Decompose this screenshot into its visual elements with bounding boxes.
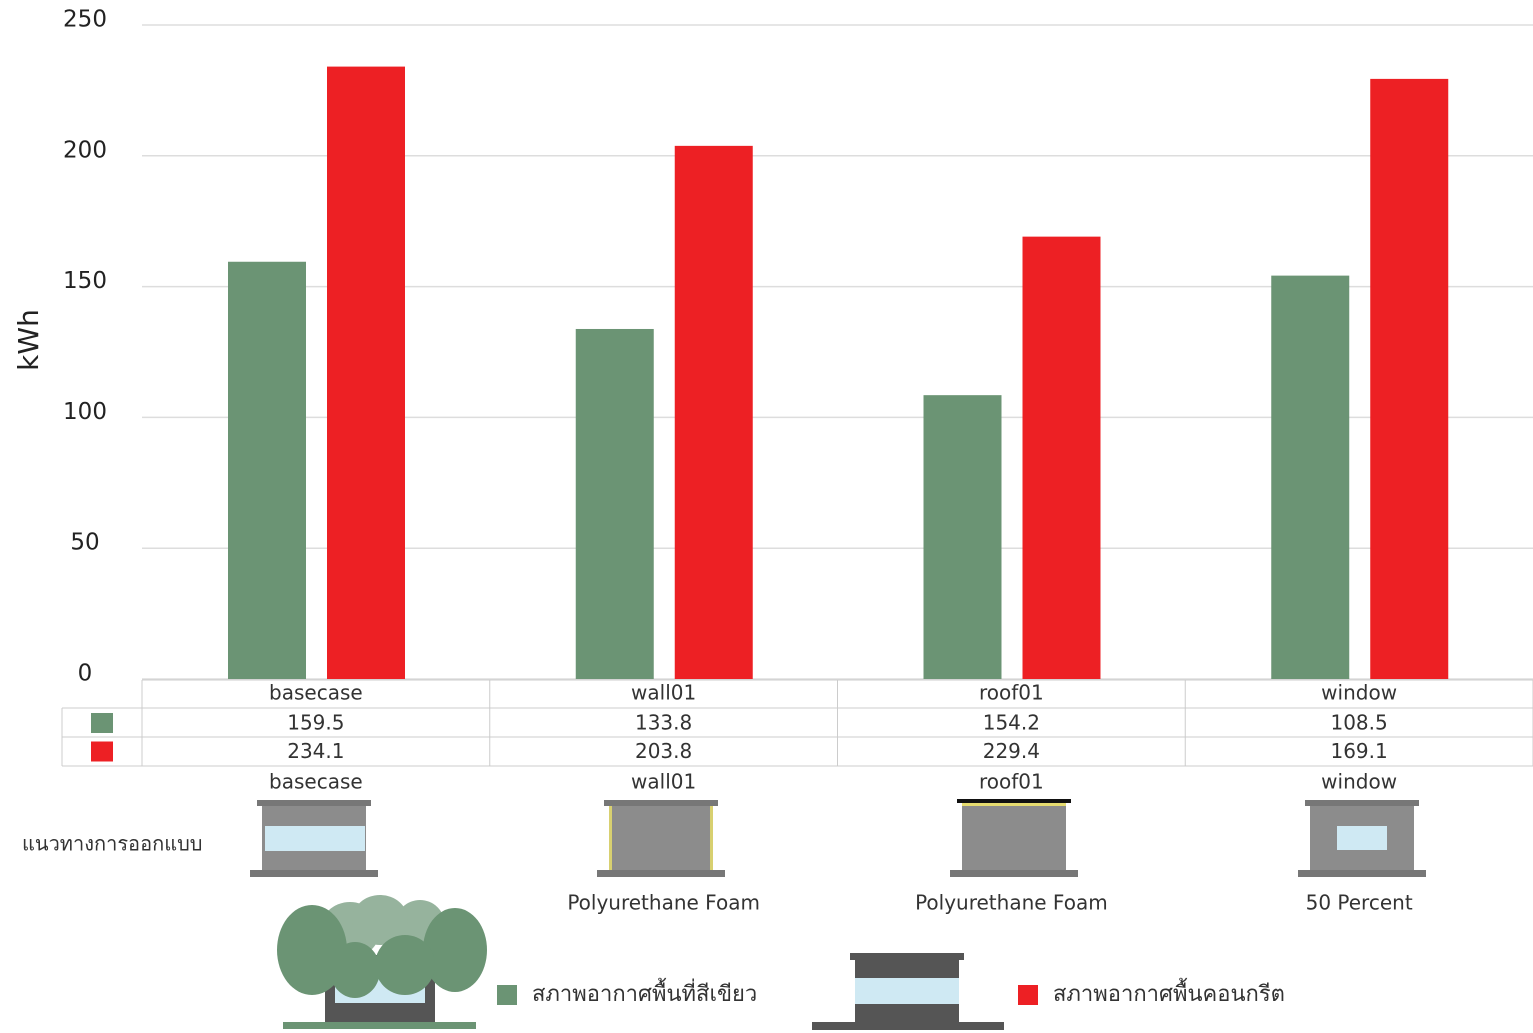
- table-cell: 154.2: [983, 711, 1040, 735]
- table-cell: 229.4: [983, 739, 1040, 763]
- bar: [228, 261, 306, 679]
- design-note: Polyurethane Foam: [915, 891, 1108, 915]
- legend-label: สภาพอากาศพื้นที่สีเขียว: [532, 978, 757, 1007]
- design-category: window: [1321, 770, 1397, 794]
- y-tick-label: 150: [63, 268, 107, 294]
- design-note: Polyurethane Foam: [567, 891, 760, 915]
- bar: [674, 145, 753, 680]
- table-cell: 203.8: [635, 739, 692, 763]
- table-header: window: [1321, 681, 1397, 705]
- bar: [575, 328, 654, 679]
- y-tick-label: 100: [63, 399, 107, 425]
- design-note: 50 Percent: [1306, 891, 1413, 915]
- icons: [250, 799, 1426, 1030]
- design-category: basecase: [269, 770, 363, 794]
- table-header: basecase: [269, 681, 363, 705]
- table-cell: 169.1: [1330, 739, 1387, 763]
- y-axis-label: kWh: [12, 309, 45, 371]
- bar: [923, 395, 1002, 679]
- legend-label: สภาพอากาศพื้นคอนกรีต: [1053, 978, 1285, 1007]
- y-tick-label: 0: [78, 661, 93, 687]
- bar: [327, 66, 405, 679]
- table-cell: 234.1: [287, 739, 344, 763]
- y-tick-label: 250: [63, 7, 107, 33]
- design-category: wall01: [631, 770, 696, 794]
- bar: [1271, 275, 1350, 679]
- table-swatch: [91, 713, 113, 733]
- legend-swatch: [497, 985, 517, 1005]
- design-label: แนวทางการออกแบบ: [22, 832, 202, 856]
- table-cell: 159.5: [287, 711, 344, 735]
- table-cell: 133.8: [635, 711, 692, 735]
- bar: [1370, 78, 1449, 680]
- table-header: wall01: [631, 681, 696, 705]
- legend-swatch: [1018, 985, 1038, 1005]
- table-cell: 108.5: [1330, 711, 1387, 735]
- design-category: roof01: [979, 770, 1044, 794]
- table-swatch: [91, 741, 113, 762]
- y-tick-label: 200: [63, 137, 107, 163]
- y-tick-label: 50: [70, 530, 99, 556]
- bar: [1022, 236, 1101, 679]
- table-header: roof01: [979, 681, 1044, 705]
